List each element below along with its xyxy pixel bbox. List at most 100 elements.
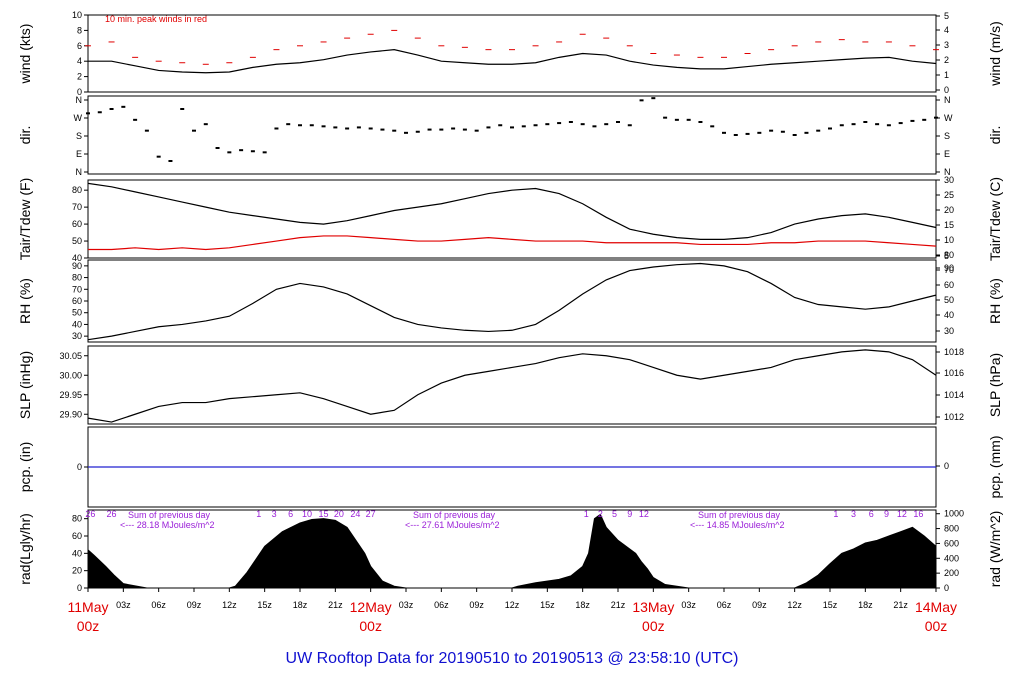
dir-point: [698, 121, 703, 123]
rad-right-tick-label: 1000: [944, 509, 964, 519]
wind-left-tick-label: 6: [77, 41, 82, 51]
dir-left-tick-label: E: [76, 149, 82, 159]
pcp-ylabel-left: pcp. (in): [17, 442, 33, 493]
rad-top-label: 16: [913, 509, 923, 519]
pcp-ylabel-right: pcp. (mm): [987, 436, 1003, 499]
dir-point: [804, 131, 809, 134]
daily-sum-value: <--- 27.61 MJoules/m^2: [405, 520, 500, 530]
x-day-label: 13May: [632, 599, 674, 615]
dir-point: [368, 127, 373, 130]
wind-right-tick-label: 5: [944, 11, 949, 21]
rh-right-tick-label: 30: [944, 326, 954, 336]
dir-point: [875, 123, 880, 126]
rad-right-tick-label: 600: [944, 538, 959, 548]
dir-right-tick-label: S: [944, 131, 950, 141]
dir-left-tick-label: W: [74, 113, 83, 123]
dir-point: [250, 150, 255, 153]
slp-left-tick-label: 29.90: [59, 409, 82, 419]
rad-left-tick-label: 80: [72, 514, 82, 524]
daily-sum-label: Sum of previous day: [128, 510, 211, 520]
daily-sum-label: Sum of previous day: [413, 510, 496, 520]
slp-right-tick-label: 1016: [944, 368, 964, 378]
temp-right-tick-label: 15: [944, 220, 954, 230]
dir-point: [97, 111, 102, 114]
x-hour-label: 09z: [469, 600, 484, 610]
dir-point: [286, 123, 291, 126]
dir-point: [745, 132, 750, 135]
dir-left-tick-label: N: [76, 95, 83, 105]
dir-point: [486, 126, 491, 129]
slp-left-tick-label: 29.95: [59, 390, 82, 400]
dir-point: [462, 128, 467, 131]
wind-panel-frame: [87, 14, 937, 93]
slp-right-tick-label: 1014: [944, 390, 964, 400]
dir-point: [934, 116, 938, 119]
dir-point: [580, 123, 585, 126]
dir-right-tick-label: N: [944, 95, 951, 105]
dir-point: [404, 131, 408, 134]
x-hour-label: 15z: [257, 600, 272, 610]
wind-ylabel-right: wind (m/s): [987, 21, 1003, 87]
dir-point: [156, 155, 161, 158]
rh-right-tick-label: 40: [944, 310, 954, 320]
x-day-hour-label: 00z: [77, 618, 100, 634]
temp-left-tick-label: 60: [72, 219, 82, 229]
rad-left-tick-label: 40: [72, 548, 82, 558]
dir-left-tick-label: N: [76, 167, 83, 177]
x-hour-label: 12z: [505, 600, 520, 610]
dir-point: [262, 151, 267, 154]
x-hour-label: 09z: [752, 600, 767, 610]
dir-point: [780, 130, 785, 133]
temp-Tdew-line: [88, 235, 937, 251]
rad-ylabel-right: rad (W/m^2): [987, 511, 1003, 588]
slp-ylabel-right: SLP (hPa): [987, 353, 1003, 417]
x-hour-label: 06z: [717, 600, 732, 610]
dir-point: [168, 160, 173, 162]
dir-point: [109, 108, 114, 110]
rh-right-tick-label: 90: [944, 263, 954, 273]
dir-point: [321, 125, 326, 128]
x-hour-label: 18z: [293, 600, 308, 610]
x-day-hour-label: 00z: [359, 618, 382, 634]
dir-point: [451, 127, 456, 130]
temp-left-tick-label: 50: [72, 236, 82, 246]
pcp-left-tick-label: 0: [77, 462, 82, 472]
x-hour-label: 15z: [540, 600, 555, 610]
rad-top-label: 6: [869, 509, 874, 519]
x-hour-label: 15z: [823, 600, 838, 610]
dir-point: [86, 112, 90, 115]
dir-point: [474, 129, 479, 132]
wind-left-tick-label: 10: [72, 10, 82, 20]
dir-point: [521, 125, 526, 128]
wind-right-tick-label: 2: [944, 55, 949, 65]
rad-right-tick-label: 0: [944, 583, 949, 593]
rad-top-label: 9: [627, 509, 632, 519]
dir-point: [769, 129, 774, 132]
rad-top-label: 3: [272, 509, 277, 519]
dir-point: [592, 125, 597, 128]
dir-point: [851, 123, 856, 126]
dir-point: [663, 116, 668, 119]
x-hour-label: 06z: [434, 600, 449, 610]
wind-left-tick-label: 4: [77, 56, 82, 66]
rad-right-tick-label: 200: [944, 568, 959, 578]
x-hour-label: 03z: [399, 600, 414, 610]
x-day-hour-label: 00z: [642, 618, 665, 634]
dir-point: [427, 128, 432, 131]
dir-point: [686, 118, 691, 121]
temp-right-tick-label: 5: [944, 251, 949, 261]
dir-point: [839, 124, 844, 127]
rad-top-label: 20: [334, 509, 344, 519]
dir-point: [674, 118, 679, 121]
x-hour-label: 12z: [222, 600, 237, 610]
dir-point: [533, 124, 538, 127]
dir-point: [510, 126, 514, 129]
dir-point: [557, 122, 562, 125]
daily-sum-label: Sum of previous day: [698, 510, 781, 520]
rad-top-label: 3: [851, 509, 856, 519]
dir-point: [616, 121, 620, 123]
dir-point: [345, 127, 350, 130]
x-day-hour-label: 00z: [925, 618, 948, 634]
wind-left-tick-label: 8: [77, 25, 82, 35]
wind-left-tick-label: 0: [77, 87, 82, 97]
